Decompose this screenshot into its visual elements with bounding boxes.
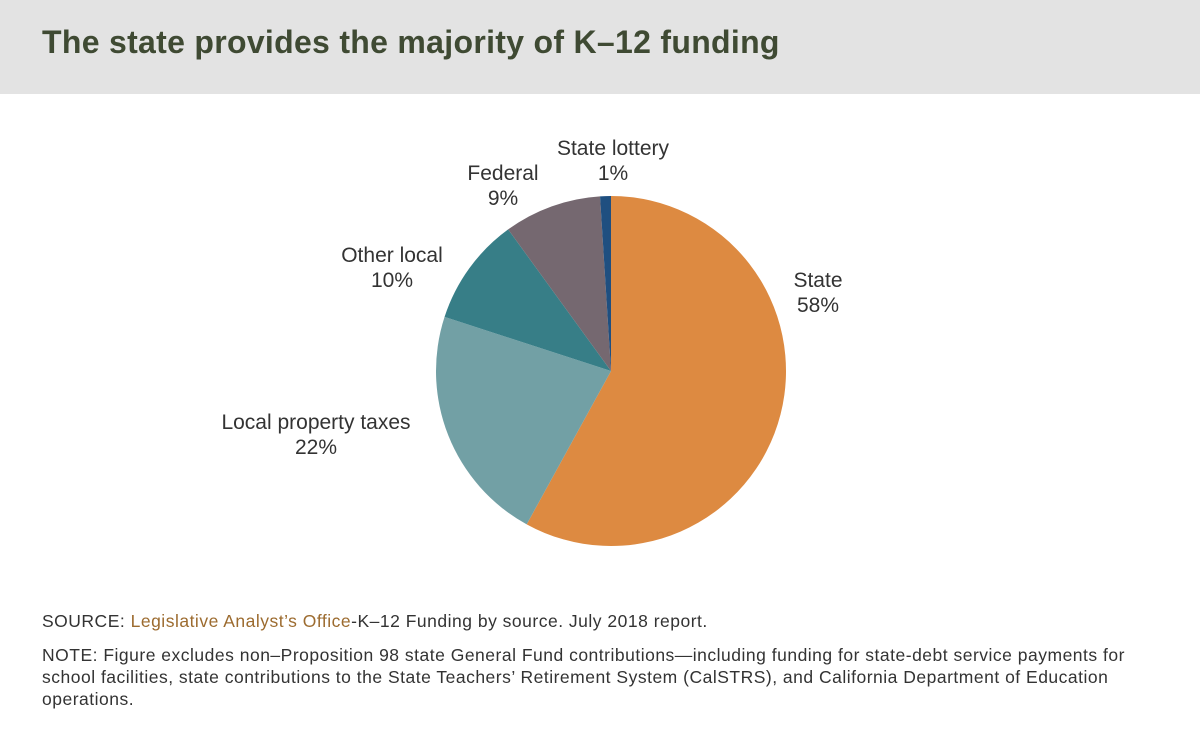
slice-value-other-local: 10% [371,269,413,292]
slice-label-state-lottery: State lottery [557,137,670,160]
slice-label-state: State [793,269,842,292]
slice-label-local-property-taxes: Local property taxes [221,411,410,434]
slice-value-federal: 9% [488,187,518,210]
slice-label-federal: Federal [467,162,538,185]
pie-slice-state [526,196,787,546]
slice-value-local-property-taxes: 22% [295,436,337,459]
source-note: SOURCE: Legislative Analyst’s Office-K–1… [42,610,1162,632]
slice-value-state: 58% [797,294,839,317]
source-rest: -K–12 Funding by source. July 2018 repor… [351,611,708,631]
source-prefix: SOURCE: [42,611,131,631]
pie-slices [436,196,787,546]
pie-slice-local-property-taxes [436,316,611,525]
chart-title: The state provides the majority of K–12 … [42,24,780,60]
footnote: NOTE: Figure excludes non–Proposition 98… [42,645,1125,709]
pie-slice-state-lottery [600,196,611,371]
title-bar: The state provides the majority of K–12 … [0,0,1200,94]
pie-slice-federal [508,196,611,371]
slice-label-other-local: Other local [341,244,443,267]
source-link[interactable]: Legislative Analyst’s Office [130,611,352,631]
slice-value-state-lottery: 1% [598,162,628,185]
pie-chart: State 58% Local property taxes 22% Other… [221,137,843,546]
pie-slice-other-local [444,229,611,371]
